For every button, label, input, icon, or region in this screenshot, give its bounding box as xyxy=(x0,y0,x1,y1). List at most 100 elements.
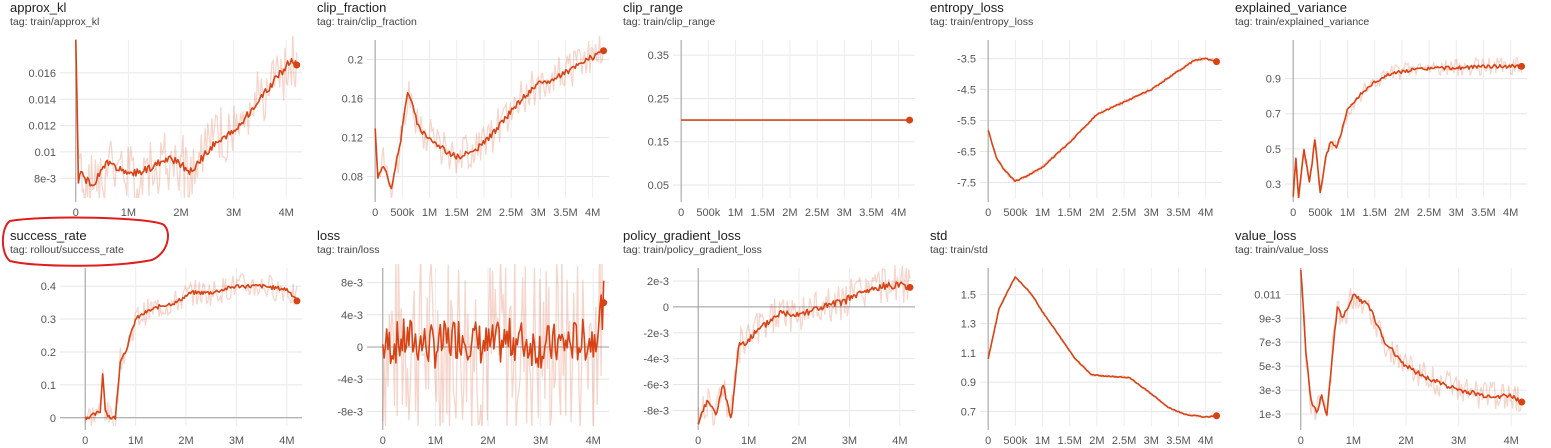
y-tick-label: 0.7 xyxy=(961,406,976,418)
series-raw-line xyxy=(382,264,603,426)
chart-title: approx_kl xyxy=(10,0,67,15)
x-tick-label: 2.5M xyxy=(805,207,829,219)
x-tick-label: 0 xyxy=(372,207,378,219)
x-tick-label: 500k xyxy=(1003,207,1027,219)
y-tick-label: 0.016 xyxy=(28,68,56,80)
series-smoothed-line xyxy=(374,49,605,190)
y-tick-label: 1.3 xyxy=(961,319,976,331)
series-group xyxy=(987,276,1218,419)
y-tick-label: 0.014 xyxy=(28,94,56,106)
y-tick-label: 1e-3 xyxy=(1259,409,1281,421)
y-tick-label: 5e-3 xyxy=(1259,361,1281,373)
y-tick-label: -7.5 xyxy=(957,178,976,190)
x-tick-label: 3.5M xyxy=(859,207,883,219)
x-tick-label: 1.5M xyxy=(444,207,468,219)
chart-svg: 8e-3 0.01 0.012 0.014 0.016 0 1M 2M 3M 4M xyxy=(28,36,302,219)
chart-card-std[interactable]: 0.7 0.9 1.1 1.3 1.5 0 500k 1M 1.5M 2M 2.5M 3M 3.5M 4M… xyxy=(930,228,1230,448)
series-group xyxy=(697,265,911,426)
x-tick-label: 4M xyxy=(279,207,294,219)
y-tick-label: 0.2 xyxy=(41,347,56,359)
x-tick-label: 3M xyxy=(533,435,548,447)
x-tick-label: 4M xyxy=(891,207,906,219)
x-tick-label: 2M xyxy=(476,207,491,219)
x-tick-label: 1M xyxy=(1035,207,1050,219)
y-tick-label: 8e-3 xyxy=(341,278,363,290)
y-tick-label: 2e-3 xyxy=(647,276,669,288)
chart-title: loss xyxy=(317,228,341,243)
last-value-dot xyxy=(293,61,301,69)
x-tick-label: 3.5M xyxy=(553,207,577,219)
chart-card-clip-fraction[interactable]: 0.08 0.12 0.16 0.2 0 500k 1M 1.5M 2M 2.5M 3M 3.5M 4M… xyxy=(317,0,617,220)
chart-svg: -8e-3 -6e-3 -4e-3 -2e-3 0 2e-3 0 1M 2M 3M 4M xyxy=(643,265,915,447)
y-tick-label: 0.16 xyxy=(342,94,363,106)
last-value-dot xyxy=(1213,412,1221,420)
y-tick-label: 0.05 xyxy=(648,180,669,192)
y-tick-label: 0.1 xyxy=(41,380,56,392)
x-tick-label: 1M xyxy=(128,435,143,447)
chart-svg: -7.5 -6.5 -5.5 -4.5 -3.5 0 500k 1M 1.5M 2M 2.5M 3M 3… xyxy=(957,40,1222,219)
x-tick-label: 1M xyxy=(121,207,136,219)
y-tick-label: 8e-3 xyxy=(34,173,56,185)
y-tick-label: 0.7 xyxy=(1266,109,1281,121)
x-tick-label: 2.5M xyxy=(499,207,523,219)
chart-card-explained-variance[interactable]: 0.3 0.5 0.7 0.9 0 500k 1M 1.5M 2M 2.5M 3M 3.5M 4M exp… xyxy=(1235,0,1535,220)
x-tick-label: 0 xyxy=(1298,435,1304,447)
chart-title: policy_gradient_loss xyxy=(623,228,741,243)
last-value-dot xyxy=(600,47,608,55)
x-tick-label: 1M xyxy=(428,435,443,447)
series-raw-line xyxy=(987,56,1218,184)
chart-tag: tag: rollout/success_rate xyxy=(10,244,124,256)
x-tick-label: 2M xyxy=(1089,207,1104,219)
y-tick-label: 3e-3 xyxy=(1259,385,1281,397)
y-tick-label: 0.15 xyxy=(648,137,669,149)
chart-svg: 0.08 0.12 0.16 0.2 0 500k 1M 1.5M 2M 2.5M 3M 3.5M 4M xyxy=(342,36,609,219)
x-tick-label: 3M xyxy=(1449,207,1464,219)
x-tick-label: 2M xyxy=(480,435,495,447)
series-group xyxy=(75,36,298,198)
chart-svg: -8e-3 -4e-3 0 4e-3 8e-3 0 1M 2M 3M 4M xyxy=(337,264,609,447)
chart-card-loss[interactable]: -8e-3 -4e-3 0 4e-3 8e-3 0 1M 2M 3M 4M loss tag: tra… xyxy=(317,228,617,448)
chart-card-entropy-loss[interactable]: -7.5 -6.5 -5.5 -4.5 -3.5 0 500k 1M 1.5M 2M 2.5M 3M 3… xyxy=(930,0,1230,220)
y-tick-label: 0 xyxy=(50,413,56,425)
series-smoothed-line xyxy=(1300,270,1523,416)
chart-card-success-rate[interactable]: 0 0.1 0.2 0.3 0.4 0 1M 2M 3M 4M success_rate tag: r… xyxy=(10,228,310,448)
x-tick-label: 0 xyxy=(985,435,991,447)
chart-card-approx-kl[interactable]: 8e-3 0.01 0.012 0.014 0.016 0 1M 2M 3M 4M approx_k… xyxy=(10,0,310,220)
x-tick-label: 1M xyxy=(1346,435,1361,447)
y-tick-label: 0.9 xyxy=(961,377,976,389)
series-group xyxy=(382,264,605,426)
y-tick-label: 0.25 xyxy=(648,93,669,105)
chart-tag: tag: train/approx_kl xyxy=(10,16,100,28)
y-tick-label: 0 xyxy=(663,302,669,314)
y-tick-label: 9e-3 xyxy=(1259,313,1281,325)
x-tick-label: 2.5M xyxy=(1112,207,1136,219)
y-tick-label: 0 xyxy=(357,342,363,354)
x-tick-label: 2M xyxy=(173,207,188,219)
chart-card-clip-range[interactable]: 0.05 0.15 0.25 0.35 0 500k 1M 1.5M 2M 2.5M 3M 3.5M 4… xyxy=(623,0,923,220)
chart-title: entropy_loss xyxy=(930,0,1004,15)
x-tick-label: 4M xyxy=(585,207,600,219)
chart-svg: 0 0.1 0.2 0.3 0.4 0 1M 2M 3M 4M xyxy=(41,268,302,447)
series-group xyxy=(374,36,605,198)
series-smoothed-line xyxy=(1292,63,1523,198)
series-raw-line xyxy=(75,36,298,198)
x-tick-label: 0 xyxy=(678,207,684,219)
x-tick-label: 0 xyxy=(695,435,701,447)
x-tick-label: 500k xyxy=(1308,207,1332,219)
y-tick-label: 0.9 xyxy=(1266,74,1281,86)
chart-svg: 1e-3 3e-3 5e-3 7e-3 9e-3 0.011 0 1M 2M 3M 4M xyxy=(1254,267,1527,447)
y-tick-label: 0.4 xyxy=(41,281,56,293)
x-tick-label: 2.5M xyxy=(1112,435,1136,447)
y-tick-label: -8e-3 xyxy=(337,406,363,418)
y-tick-label: -4e-3 xyxy=(643,354,669,366)
x-tick-label: 3M xyxy=(229,435,244,447)
chart-card-policy-gradient-loss[interactable]: -8e-3 -6e-3 -4e-3 -2e-3 0 2e-3 0 1M 2M 3M 4M policy… xyxy=(623,228,923,448)
x-tick-label: 1M xyxy=(728,207,743,219)
x-tick-label: 500k xyxy=(696,207,720,219)
x-tick-label: 1.5M xyxy=(1057,435,1081,447)
x-tick-label: 4M xyxy=(1503,207,1518,219)
x-tick-label: 3M xyxy=(531,207,546,219)
x-tick-label: 2M xyxy=(1089,435,1104,447)
chart-card-value-loss[interactable]: 1e-3 3e-3 5e-3 7e-3 9e-3 0.011 0 1M 2M 3M 4M value_… xyxy=(1235,228,1535,448)
chart-tag: tag: train/clip_fraction xyxy=(317,16,417,28)
